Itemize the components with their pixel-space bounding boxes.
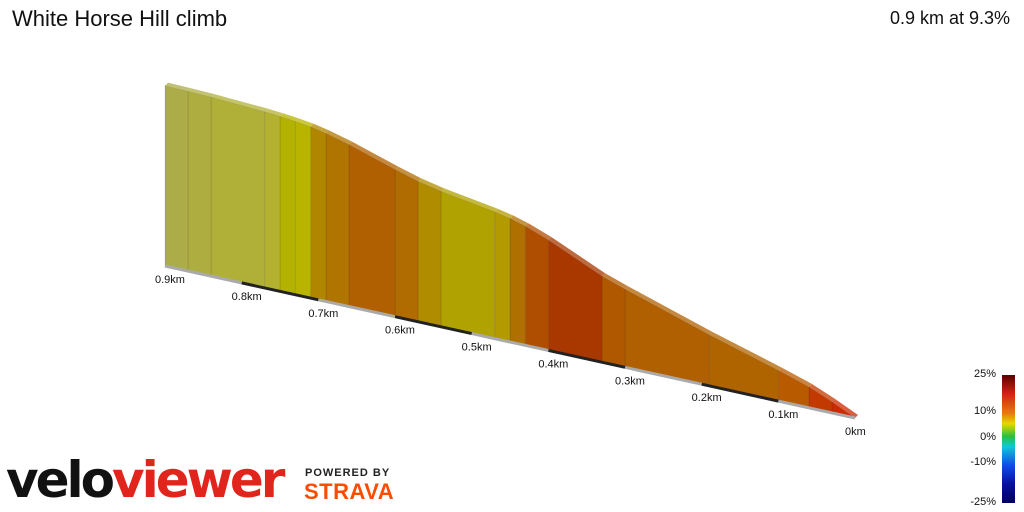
segment-top-edge [525, 223, 552, 240]
distance-axis-band [778, 399, 856, 420]
segment-top-edge [165, 82, 191, 92]
distance-tick-label: 0.7km [308, 308, 338, 320]
segment-top-edge [494, 208, 513, 219]
segment-top-edge [709, 331, 782, 371]
logo-velo: velo [6, 451, 115, 509]
gradient-segment [547, 239, 603, 363]
powered-by-label: POWERED BY [305, 467, 391, 479]
gradient-segment [601, 275, 626, 368]
scale-label-0: 0% [980, 431, 996, 443]
gradient-segment [187, 90, 212, 277]
distance-tick-label: 0.4km [538, 358, 568, 370]
scale-label-neg25: -25% [970, 496, 996, 508]
distance-tick-label: 0.3km [615, 375, 645, 387]
segment-top-edge [510, 215, 529, 227]
segment-top-edge [418, 178, 444, 192]
distance-axis-band [394, 315, 472, 336]
segment-top-edge [310, 123, 329, 134]
gradient-segment [417, 180, 442, 328]
distance-axis-band [701, 382, 779, 403]
scale-label-25: 25% [973, 368, 996, 380]
gradient-segment [325, 132, 350, 308]
distance-axis-band [241, 281, 319, 302]
logo-viewer: viewer [112, 451, 285, 509]
scale-label-neg10: -10% [970, 456, 996, 468]
gradient-segment [294, 120, 312, 299]
gradient-segment [394, 168, 419, 323]
distance-tick-label: 0.8km [232, 291, 262, 303]
gradient-segment [279, 115, 296, 296]
gradient-segment [509, 217, 526, 346]
gradient-segment [524, 225, 549, 351]
distance-axis-band [164, 264, 242, 285]
distance-tick-label: 0.6km [385, 325, 415, 337]
gradient-segment [440, 190, 496, 340]
segment-top-edge [349, 141, 398, 170]
veloviewer-logo: veloviewer [6, 448, 285, 512]
segment-top-edge [280, 113, 299, 122]
gradient-segment [310, 126, 327, 302]
distance-axis-band [471, 332, 549, 352]
segment-top-edge [809, 383, 835, 402]
gradient-segment [164, 85, 189, 272]
gradient-segment [210, 96, 266, 289]
segment-top-edge [395, 166, 421, 182]
segment-top-edge [625, 286, 713, 335]
climb-summary: 0.9 km at 9.3% [889, 8, 1010, 28]
segment-top-edge [441, 188, 498, 212]
distance-tick-label: 0.2km [692, 392, 722, 404]
segment-top-edge [778, 367, 812, 387]
segment-top-edge [832, 398, 858, 418]
distance-axis-band [318, 298, 396, 319]
distance-ticks: 0km 0.1km 0.2km 0.3km 0.4km 0.5km 0.6km 0.7km 0.… [155, 274, 866, 438]
segment-top-edge [188, 88, 214, 97]
segment-top-edge [211, 93, 268, 112]
profile-faces [164, 82, 858, 419]
segment-top-edge [264, 108, 283, 117]
distance-tick-label: 0km [845, 426, 866, 438]
distance-axis-band [548, 348, 626, 369]
segment-top-edge [602, 273, 628, 290]
strava-logo: STRAVA [304, 479, 395, 504]
chart-title: White Horse Hill climb [12, 6, 228, 31]
segment-top-edge [295, 118, 314, 127]
gradient-segment [708, 334, 779, 402]
gradient-color-scale [1002, 375, 1015, 503]
segment-top-edge [326, 130, 352, 145]
gradient-segment [264, 111, 281, 292]
gradient-segment [348, 143, 396, 318]
distance-tick-label: 0.1km [768, 409, 798, 421]
distance-tick-label: 0.9km [155, 274, 185, 286]
distance-axis [164, 264, 856, 420]
distance-tick-label: 0.5km [462, 342, 492, 354]
distance-axis-band [624, 365, 702, 386]
segment-top-edge [548, 236, 605, 277]
gradient-segment [494, 211, 511, 343]
scale-label-10: 10% [973, 405, 996, 417]
